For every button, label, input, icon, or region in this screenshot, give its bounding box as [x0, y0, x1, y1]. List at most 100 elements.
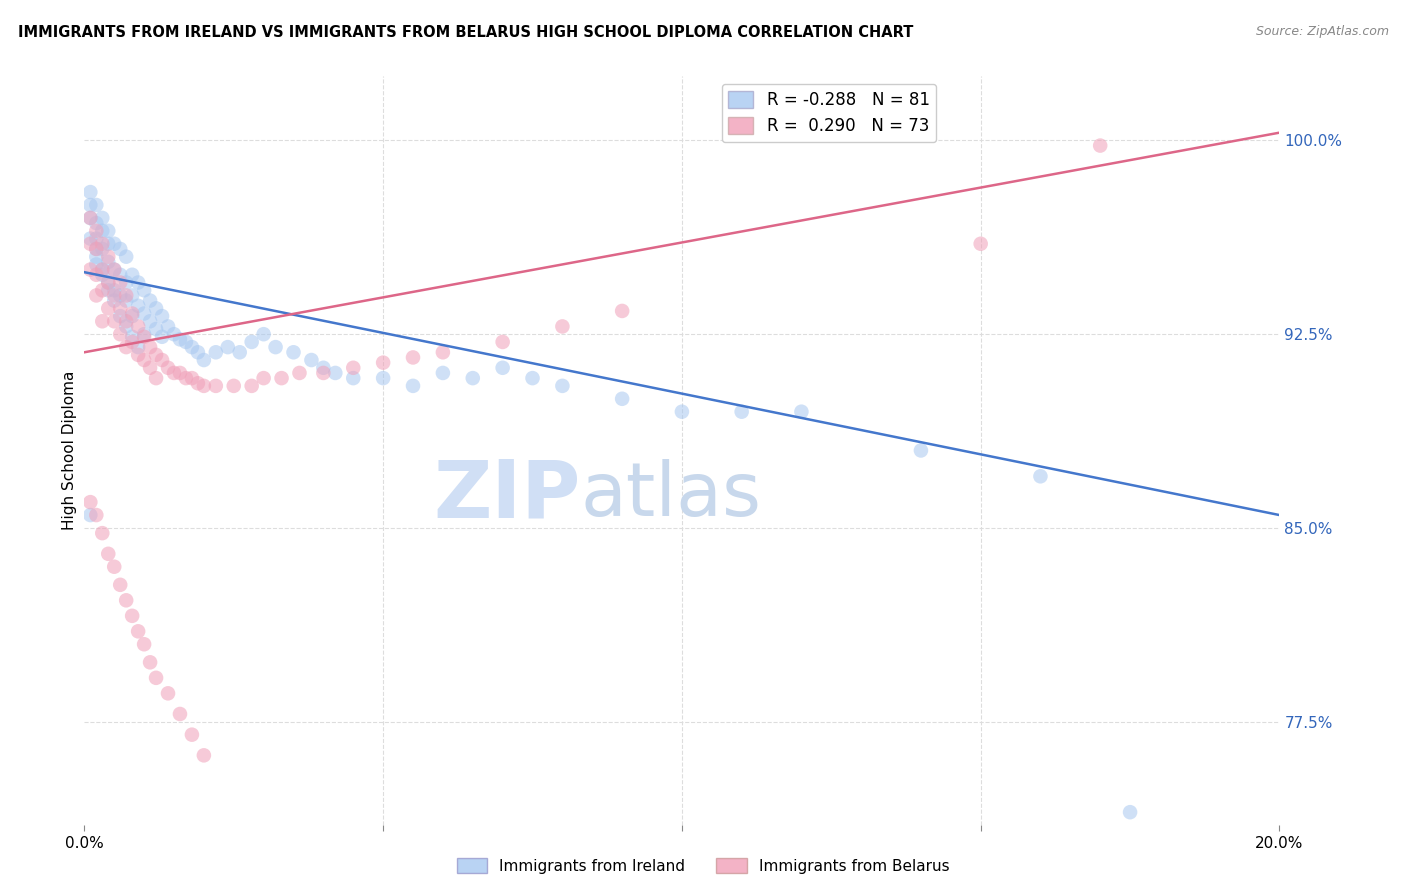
Point	[145, 301, 167, 316]
Point	[110, 242, 132, 256]
Point	[115, 314, 138, 328]
Point	[139, 293, 162, 308]
Point	[91, 268, 114, 282]
Point	[91, 224, 114, 238]
Point	[145, 322, 167, 336]
Point	[79, 198, 101, 212]
Point	[121, 309, 143, 323]
Point	[301, 353, 323, 368]
Point	[110, 327, 132, 342]
Point	[283, 345, 305, 359]
Point	[115, 593, 138, 607]
Point	[91, 236, 114, 251]
Point	[461, 371, 484, 385]
Point	[97, 224, 120, 238]
Point	[145, 671, 167, 685]
Point	[110, 301, 132, 316]
Point	[86, 268, 108, 282]
Point	[127, 340, 149, 354]
Point	[86, 242, 108, 256]
Point	[169, 706, 191, 721]
Point	[97, 283, 120, 297]
Point	[97, 301, 120, 316]
Point	[551, 319, 574, 334]
Point	[402, 351, 425, 365]
Point	[181, 371, 204, 385]
Point	[193, 748, 215, 763]
Point	[492, 334, 515, 349]
Point	[79, 236, 101, 251]
Point	[127, 624, 149, 639]
Point	[163, 366, 186, 380]
Point	[145, 371, 167, 385]
Point	[103, 236, 125, 251]
Point	[145, 348, 167, 362]
Point	[79, 211, 101, 225]
Point	[110, 578, 132, 592]
Point	[181, 340, 204, 354]
Point	[671, 405, 693, 419]
Legend: R = -0.288   N = 81, R =  0.290   N = 73: R = -0.288 N = 81, R = 0.290 N = 73	[721, 84, 936, 142]
Point	[790, 405, 813, 419]
Point	[312, 360, 335, 375]
Point	[91, 262, 114, 277]
Point	[79, 262, 101, 277]
Point	[342, 360, 364, 375]
Point	[1119, 805, 1142, 820]
Point	[492, 360, 515, 375]
Point	[132, 637, 156, 651]
Point	[115, 293, 138, 308]
Point	[139, 360, 162, 375]
Point	[91, 526, 114, 541]
Text: ZIP: ZIP	[433, 457, 581, 534]
Point	[91, 314, 114, 328]
Point	[121, 306, 143, 320]
Point	[103, 559, 125, 574]
Point	[86, 216, 108, 230]
Point	[79, 508, 101, 522]
Point	[228, 345, 252, 359]
Point	[115, 288, 138, 302]
Point	[110, 276, 132, 290]
Point	[103, 293, 125, 308]
Point	[187, 345, 209, 359]
Point	[193, 353, 215, 368]
Text: IMMIGRANTS FROM IRELAND VS IMMIGRANTS FROM BELARUS HIGH SCHOOL DIPLOMA CORRELATI: IMMIGRANTS FROM IRELAND VS IMMIGRANTS FR…	[18, 25, 914, 40]
Point	[79, 211, 101, 225]
Point	[79, 231, 101, 245]
Point	[86, 224, 108, 238]
Point	[103, 262, 125, 277]
Point	[86, 288, 108, 302]
Point	[169, 366, 191, 380]
Point	[97, 255, 120, 269]
Point	[97, 236, 120, 251]
Point	[132, 306, 156, 320]
Point	[91, 262, 114, 277]
Point	[139, 340, 162, 354]
Point	[240, 379, 263, 393]
Point	[910, 443, 932, 458]
Point	[132, 353, 156, 368]
Point	[139, 656, 162, 670]
Point	[97, 547, 120, 561]
Point	[312, 366, 335, 380]
Point	[115, 319, 138, 334]
Point	[264, 340, 287, 354]
Y-axis label: High School Diploma: High School Diploma	[62, 371, 77, 530]
Point	[97, 276, 120, 290]
Point	[97, 276, 120, 290]
Point	[432, 345, 454, 359]
Point	[325, 366, 347, 380]
Point	[373, 371, 395, 385]
Point	[103, 262, 125, 277]
Point	[79, 185, 101, 199]
Point	[86, 508, 108, 522]
Point	[551, 379, 574, 393]
Point	[127, 276, 149, 290]
Point	[522, 371, 544, 385]
Point	[121, 608, 143, 623]
Text: Source: ZipAtlas.com: Source: ZipAtlas.com	[1256, 25, 1389, 38]
Point	[157, 686, 180, 700]
Point	[103, 288, 125, 302]
Point	[115, 250, 138, 264]
